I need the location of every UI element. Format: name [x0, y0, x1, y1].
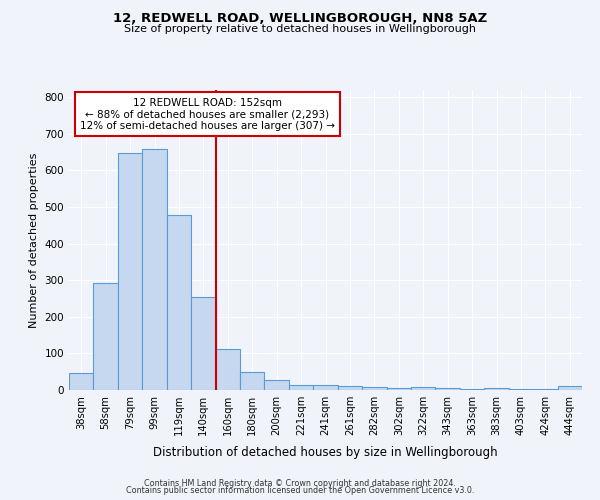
Bar — [509, 389, 533, 390]
Text: Size of property relative to detached houses in Wellingborough: Size of property relative to detached ho… — [124, 24, 476, 34]
Bar — [411, 387, 436, 390]
Bar — [289, 384, 313, 390]
Bar — [460, 389, 484, 390]
Y-axis label: Number of detached properties: Number of detached properties — [29, 152, 39, 328]
Bar — [94, 283, 118, 390]
Bar — [69, 373, 94, 390]
Bar — [338, 386, 362, 390]
Bar — [118, 153, 142, 390]
Text: Contains HM Land Registry data © Crown copyright and database right 2024.: Contains HM Land Registry data © Crown c… — [144, 478, 456, 488]
Bar — [240, 372, 265, 390]
Text: Contains public sector information licensed under the Open Government Licence v3: Contains public sector information licen… — [126, 486, 474, 495]
Bar — [484, 388, 509, 390]
Bar — [362, 387, 386, 390]
Bar — [533, 389, 557, 390]
Text: 12, REDWELL ROAD, WELLINGBOROUGH, NN8 5AZ: 12, REDWELL ROAD, WELLINGBOROUGH, NN8 5A… — [113, 12, 487, 26]
Bar — [167, 215, 191, 390]
X-axis label: Distribution of detached houses by size in Wellingborough: Distribution of detached houses by size … — [153, 446, 498, 460]
Bar — [436, 388, 460, 390]
Bar — [557, 386, 582, 390]
Bar — [265, 380, 289, 390]
Bar — [313, 384, 338, 390]
Text: 12 REDWELL ROAD: 152sqm
← 88% of detached houses are smaller (2,293)
12% of semi: 12 REDWELL ROAD: 152sqm ← 88% of detache… — [80, 98, 335, 130]
Bar — [191, 298, 215, 390]
Bar — [142, 148, 167, 390]
Bar — [215, 348, 240, 390]
Bar — [386, 388, 411, 390]
